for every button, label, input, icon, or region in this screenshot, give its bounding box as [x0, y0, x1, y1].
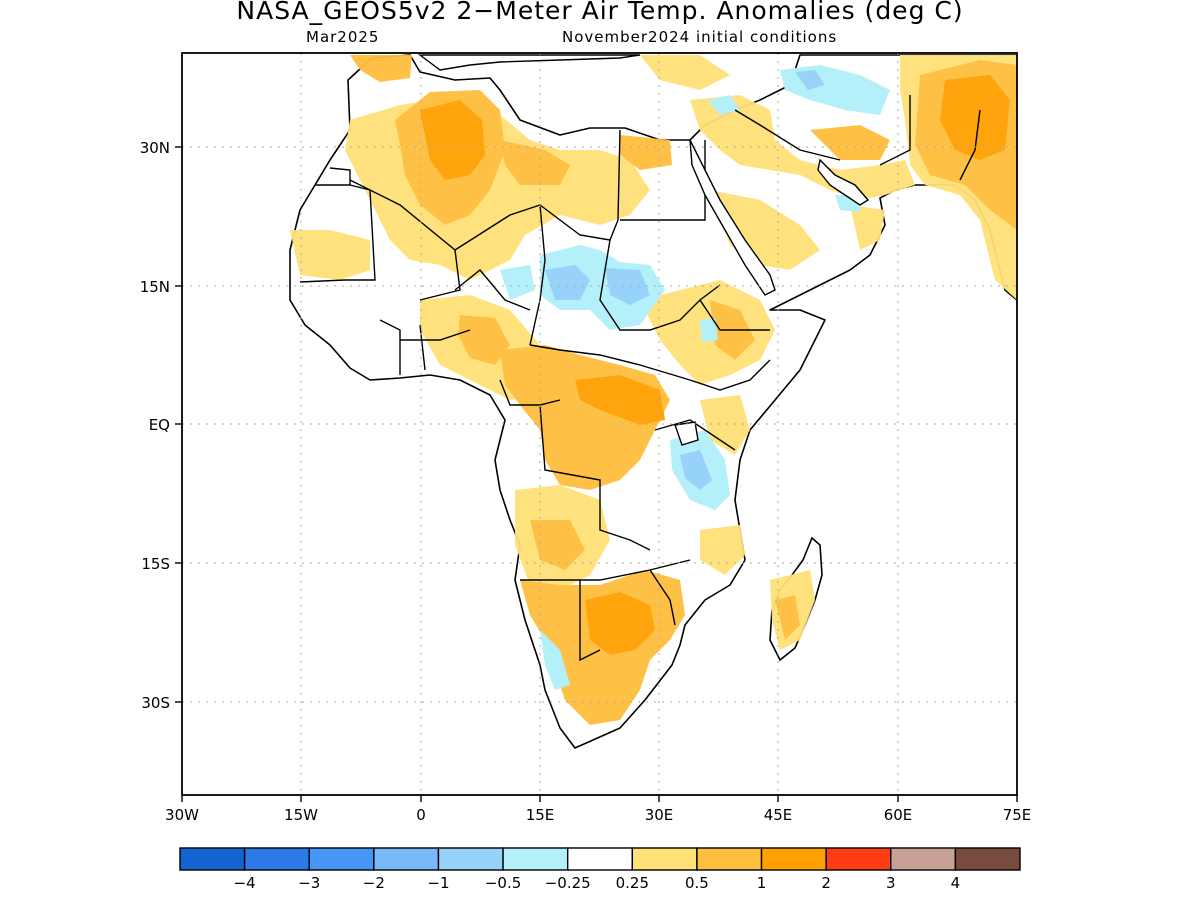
lon-tick-label: 30W: [165, 806, 199, 824]
country-borders: [299, 95, 981, 662]
colorbar-swatch: [566, 847, 634, 871]
colorbar-label: 1: [757, 874, 767, 892]
longitude-labels: 30W 15W 0 15E 30E 45E 60E 75E: [165, 795, 1031, 824]
lat-tick-label: 30N: [140, 139, 170, 157]
colorbar-label: 3: [886, 874, 896, 892]
europe-coast: [417, 54, 641, 71]
lat-tick-label: 15N: [140, 278, 170, 296]
colorbar-swatch: [825, 847, 892, 871]
colorbar-swatch: [890, 847, 957, 871]
lon-tick-label: 0: [416, 806, 426, 824]
lat-lon-grid: [182, 53, 1017, 795]
colorbar-swatch: [696, 847, 763, 871]
lat-tick-label: EQ: [149, 416, 170, 434]
colorbar-label: −0.5: [485, 874, 521, 892]
colorbar-label: 2: [821, 874, 831, 892]
colorbar-label: −1: [427, 874, 449, 892]
lon-tick-label: 45E: [764, 806, 793, 824]
lat-tick-label: 30S: [141, 694, 170, 712]
colorbar-swatch: [308, 847, 375, 871]
colorbar-swatch: [502, 847, 569, 871]
map-title: NASA_GEOS5v2 2−Meter Air Temp. Anomalies…: [236, 0, 964, 25]
colorbar-label: 0.5: [685, 874, 709, 892]
lon-tick-label: 15W: [284, 806, 318, 824]
colorbar-swatch: [760, 847, 827, 871]
colorbar-label: −0.25: [545, 874, 591, 892]
latitude-labels: 30N 15N EQ 15S 30S: [140, 139, 182, 712]
lon-tick-label: 75E: [1003, 806, 1032, 824]
initial-conditions: November2024 initial conditions: [562, 28, 838, 46]
colorbar-swatch: [373, 847, 440, 871]
lat-tick-label: 15S: [141, 555, 170, 573]
colorbar-swatch: [243, 847, 310, 871]
red-sea: [689, 139, 776, 296]
colorbar-swatch: [954, 847, 1021, 871]
forecast-month: Mar2025: [306, 28, 380, 46]
colorbar: −4 −3 −2 −1 −0.5 −0.25 0.25 0.5 1 2 3 4: [179, 847, 1021, 892]
colorbar-swatch: [179, 847, 246, 871]
colorbar-label: −2: [363, 874, 385, 892]
colorbar-swatch: [437, 847, 504, 871]
colorbar-label: −4: [234, 874, 256, 892]
colorbar-label: 0.25: [616, 874, 649, 892]
lon-tick-label: 15E: [526, 806, 555, 824]
lake-victoria: [674, 421, 699, 446]
lon-tick-label: 60E: [884, 806, 913, 824]
colorbar-swatch: [631, 847, 698, 871]
colorbar-label: −3: [298, 874, 320, 892]
persian-gulf: [817, 158, 870, 206]
colorbar-label: 4: [951, 874, 961, 892]
warm-anomalies: [290, 55, 1017, 725]
map-area: [289, 54, 1017, 749]
lon-tick-label: 30E: [645, 806, 674, 824]
